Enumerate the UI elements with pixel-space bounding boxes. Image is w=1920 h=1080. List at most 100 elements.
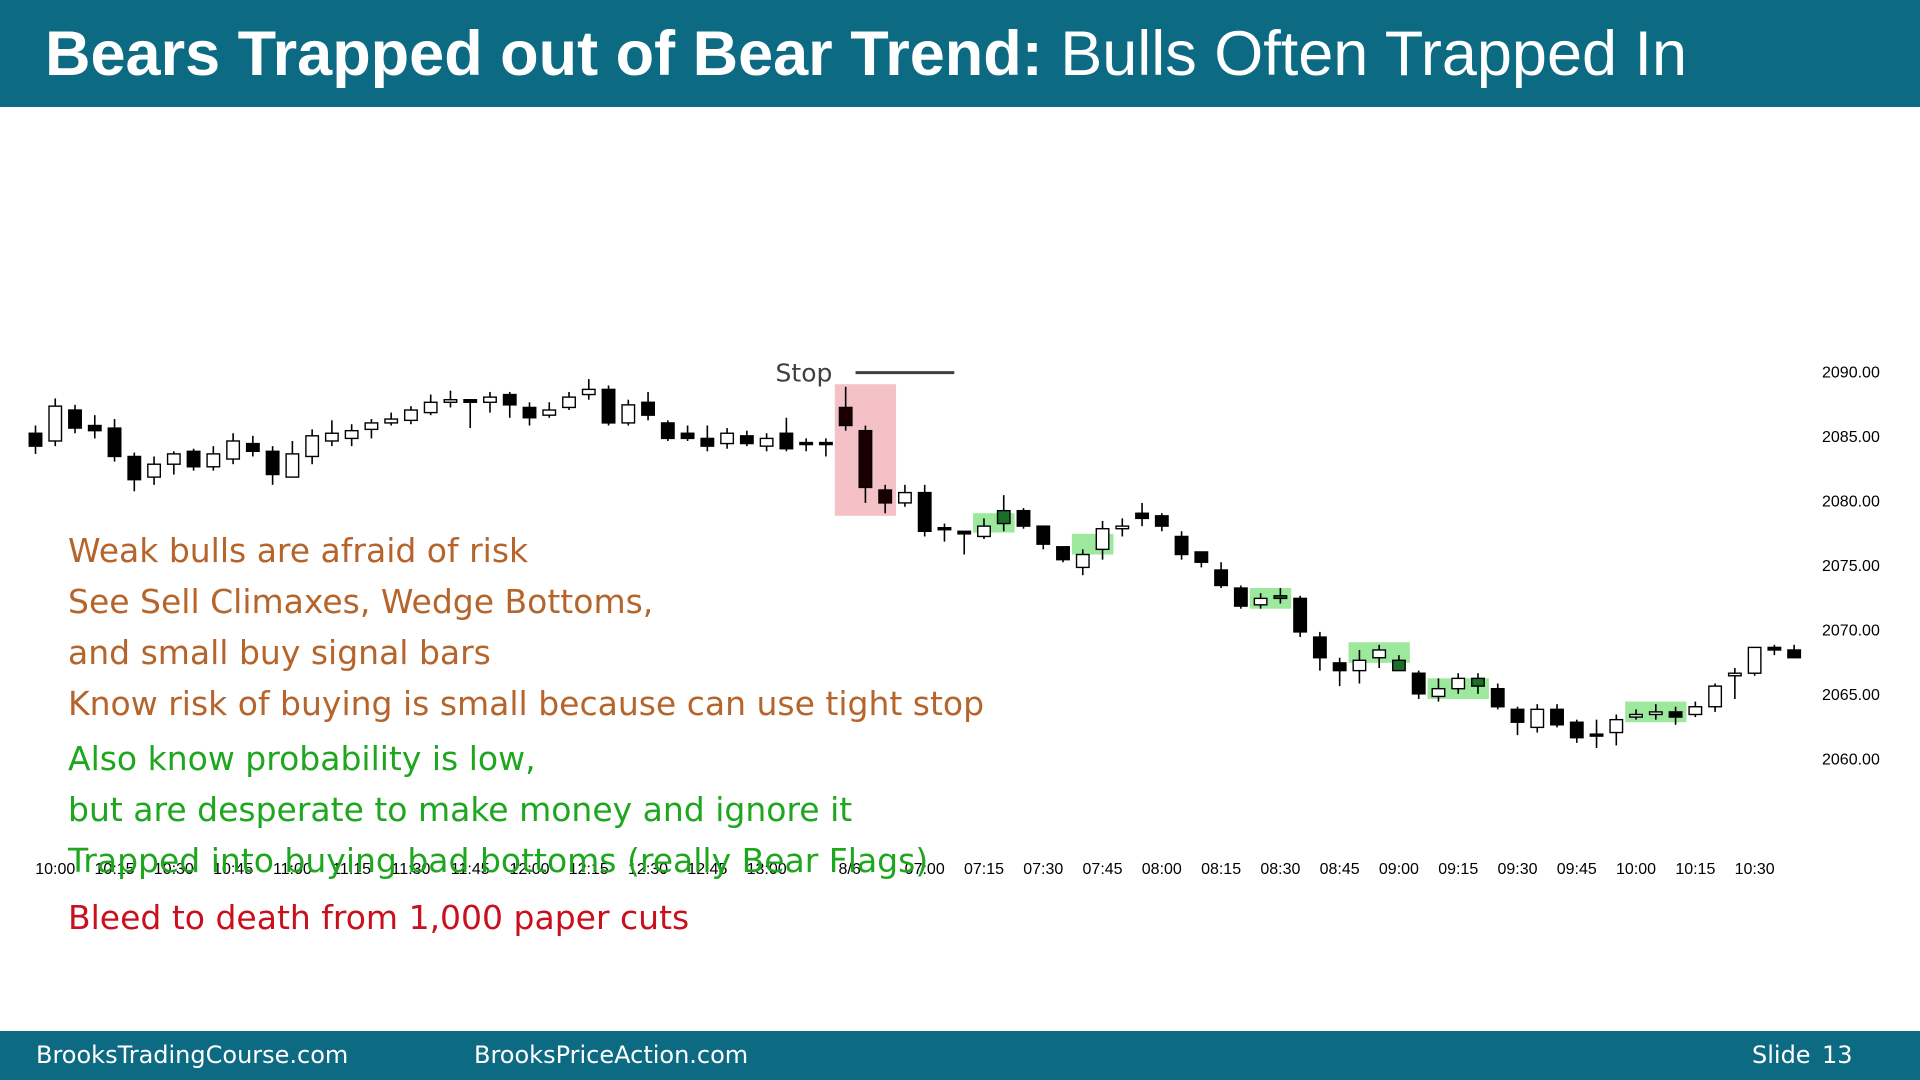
candle	[443, 390, 458, 408]
candle-body-bear	[660, 422, 675, 440]
x-tick-label: 10:45	[213, 861, 253, 878]
candle-body-bull	[1530, 708, 1545, 729]
x-tick-label: 10:30	[1735, 861, 1775, 878]
note-line: Weak bulls are afraid of risk	[68, 531, 529, 570]
candle	[1727, 668, 1742, 700]
candle-body-bear	[739, 435, 754, 445]
candle-body-bull	[206, 453, 221, 468]
candle-body-bear	[186, 450, 201, 468]
candle	[1451, 673, 1466, 694]
candle-body-bear	[937, 527, 952, 531]
commentary: Weak bulls are afraid of risk See Sell Cl…	[68, 525, 984, 943]
candle-body-bull	[166, 453, 181, 465]
slide-label: Slide	[1752, 1041, 1811, 1069]
candle	[48, 398, 63, 447]
candle	[759, 433, 774, 452]
note-line: Trapped into buying bad bottoms (really …	[68, 841, 929, 880]
candle-body-bear	[957, 530, 972, 535]
x-tick-label: 8/6	[838, 861, 860, 878]
x-tick-label: 07:45	[1083, 861, 1123, 878]
candle-body-bull	[1688, 706, 1703, 716]
x-tick-label: 11:15	[332, 861, 371, 878]
candle	[1787, 644, 1802, 659]
candle-body-bull	[1372, 649, 1387, 659]
candle	[680, 425, 695, 441]
note-line: Know risk of buying is small because can…	[68, 684, 985, 723]
candle	[305, 429, 320, 465]
candle	[344, 424, 359, 447]
x-tick-label: 12:30	[628, 861, 668, 878]
candle	[226, 433, 241, 465]
candle-body-bear	[1550, 708, 1564, 726]
x-tick-label: 08:00	[1142, 861, 1182, 878]
candle-body-bull	[324, 432, 339, 442]
candle-body-bull	[1629, 713, 1644, 718]
candle-body-bear	[28, 432, 43, 447]
candle	[1589, 719, 1604, 749]
candle	[542, 402, 557, 418]
candle	[1056, 546, 1070, 563]
candle-body-bull	[364, 422, 379, 431]
candle	[1016, 508, 1031, 529]
candle	[1312, 631, 1327, 671]
candle	[87, 415, 102, 439]
candle-body-bear	[1154, 515, 1169, 527]
candle-body-bear	[1293, 597, 1308, 633]
candle	[641, 391, 656, 421]
candle-body-bull	[305, 435, 320, 458]
y-axis-labels: 2090.00 2085.00 2080.00 2075.00 2070.00 2065.…	[1822, 364, 1880, 768]
candle-body-bull	[996, 509, 1011, 525]
candle-body-bear	[1056, 546, 1070, 561]
candle-body-bear	[641, 401, 656, 416]
candle-body-bull	[1115, 525, 1130, 530]
x-tick-label: 10:30	[154, 861, 194, 878]
x-tick-label: 07:15	[964, 861, 1004, 878]
title-bar: Bears Trapped out of Bear Trend: Bulls O…	[0, 0, 1920, 107]
candle-body-bear	[838, 406, 853, 427]
candle	[1352, 649, 1367, 684]
candle-body-bear	[1767, 646, 1782, 651]
candle-body-bear	[1312, 636, 1327, 659]
candle-body-bull	[443, 399, 458, 403]
candle	[324, 420, 339, 447]
candle-body-bear	[1668, 711, 1683, 718]
candle	[463, 399, 478, 429]
slide-number: 13	[1822, 1041, 1853, 1069]
candle	[1075, 549, 1090, 576]
candle	[700, 425, 715, 452]
candle-body-bull	[1727, 672, 1742, 677]
candle	[1154, 513, 1169, 532]
candle	[818, 438, 833, 457]
candle	[423, 394, 438, 416]
candle	[779, 417, 794, 452]
candle-body-bear	[1787, 649, 1802, 659]
candle-body-bear	[522, 406, 537, 419]
candle	[1411, 670, 1426, 700]
candle	[285, 440, 300, 478]
candle	[621, 399, 636, 426]
candle	[1036, 525, 1051, 550]
candle-body-bear	[265, 450, 280, 476]
candle	[28, 425, 43, 454]
candle-body-bear	[680, 432, 695, 440]
candle	[897, 484, 912, 507]
x-tick-label: 12:45	[687, 861, 727, 878]
candle-body-bull	[1352, 659, 1367, 672]
candle-body-bull	[147, 463, 162, 478]
candle	[1115, 518, 1130, 537]
candle	[1273, 588, 1288, 604]
candle-body-bull	[403, 409, 418, 422]
candle	[1293, 595, 1308, 638]
candle-body-bear	[779, 432, 794, 450]
candle	[522, 402, 537, 426]
candle-body-bear	[917, 491, 932, 532]
candle-body-bear	[1135, 512, 1150, 520]
candle-body-bear	[1233, 587, 1248, 607]
slide-title-normal: Bulls Often Trapped In	[1042, 19, 1688, 89]
stop-label: Stop	[776, 359, 833, 388]
candle-body-bear	[1510, 708, 1525, 723]
candle	[186, 448, 201, 471]
candle	[1648, 704, 1663, 720]
candle-body-bear	[1490, 687, 1505, 708]
candle-body-bull	[1708, 685, 1723, 708]
